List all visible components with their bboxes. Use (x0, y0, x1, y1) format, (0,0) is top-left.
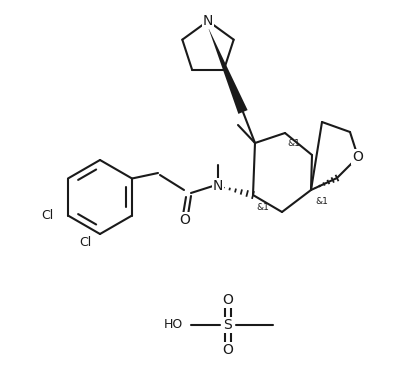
Text: O: O (353, 150, 364, 164)
Text: N: N (213, 179, 223, 193)
Text: &1: &1 (287, 139, 300, 147)
Text: O: O (222, 293, 233, 307)
Text: O: O (180, 213, 191, 227)
Text: S: S (224, 318, 233, 332)
Polygon shape (208, 27, 247, 114)
Text: O: O (222, 343, 233, 357)
Text: Cl: Cl (80, 235, 92, 249)
Text: &1: &1 (256, 203, 269, 212)
Text: HO: HO (164, 318, 183, 332)
Text: &1: &1 (315, 198, 328, 207)
Text: N: N (203, 14, 213, 28)
Text: Cl: Cl (42, 209, 54, 222)
